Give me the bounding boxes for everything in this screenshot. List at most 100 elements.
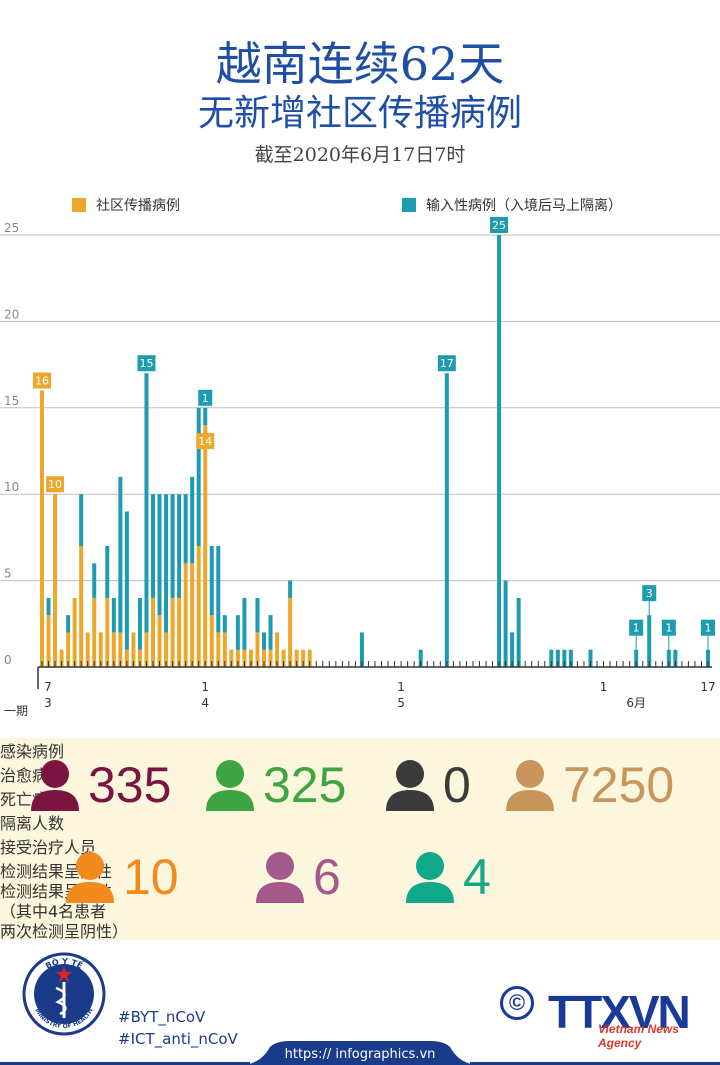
bar-imported: [203, 407, 208, 426]
bar-imported: [235, 615, 240, 650]
stat-negative-value: 4: [463, 849, 491, 905]
bar-community: [248, 649, 253, 667]
bar-community: [72, 597, 77, 667]
bar-community: [98, 632, 103, 667]
bar-community: [301, 649, 306, 667]
bar-imported: [555, 649, 560, 667]
bar-community: [288, 597, 293, 667]
bar-imported: [105, 546, 110, 598]
bar-community: [216, 632, 221, 667]
bar-community: [111, 632, 116, 667]
bar-community: [235, 649, 240, 667]
x-axis-corner-label: 一期: [4, 704, 28, 718]
bar-imported: [124, 511, 129, 650]
bar-community: [53, 494, 58, 667]
bar-community: [85, 632, 90, 667]
hashtags: #BYT_nCoV #ICT_anti_nCoV: [118, 1006, 238, 1050]
bar-community: [46, 615, 51, 667]
bar-imported: [510, 632, 515, 667]
bar-community: [40, 390, 44, 667]
bar-imported: [503, 580, 508, 667]
data-label-box: [701, 619, 715, 636]
data-label-box: [642, 585, 657, 602]
bar-community: [151, 597, 155, 667]
legend-community: 社区传播病例: [72, 195, 180, 215]
bar-community: [164, 632, 169, 667]
legend-community-swatch: [72, 198, 86, 212]
data-label: 1: [705, 622, 712, 635]
data-label-box: [137, 355, 156, 372]
stat-positive: 6: [255, 848, 341, 906]
bar-imported: [111, 597, 116, 633]
bar-imported: [183, 494, 188, 564]
bar-community: [275, 632, 280, 667]
ttxvn-logo: TTXVN: [548, 986, 691, 1038]
data-label: 1: [665, 622, 672, 635]
hashtag-byt[interactable]: #BYT_nCoV: [118, 1008, 206, 1026]
data-label-box: [46, 476, 65, 493]
hashtag-ict[interactable]: #ICT_anti_nCoV: [118, 1030, 238, 1048]
x-tick-label: 5: [397, 696, 405, 710]
bar-community: [262, 649, 266, 667]
data-label-box: [490, 217, 509, 233]
stat-deaths: 0: [385, 756, 471, 814]
bar-community: [177, 597, 182, 667]
copyright-icon: ©: [500, 986, 534, 1020]
x-tick-label: 17: [700, 680, 715, 694]
x-tick-label: 1: [600, 680, 608, 694]
logo-top-text: BỘ Y TẾ: [44, 956, 86, 971]
x-tick-label: 6月: [626, 696, 646, 710]
bar-imported: [444, 373, 449, 667]
bar-imported: [666, 649, 671, 667]
bar-imported: [288, 580, 293, 598]
data-label-box: [437, 355, 456, 372]
bar-community: [92, 597, 97, 667]
legend-imported-swatch: [402, 198, 416, 212]
person-icon: [66, 852, 114, 903]
bar-imported: [418, 649, 423, 667]
bar-imported: [151, 494, 155, 598]
bar-community: [268, 649, 273, 667]
bar-imported: [588, 649, 593, 667]
title-line-1: 越南连续62天: [215, 37, 505, 91]
y-tick-label: 5: [4, 567, 12, 581]
bar-imported: [164, 494, 169, 633]
y-tick-label: 0: [4, 653, 12, 667]
bar-community: [294, 649, 299, 667]
data-label: 1: [202, 392, 209, 405]
bar-imported: [549, 649, 554, 667]
bar-imported: [634, 649, 639, 667]
bar-imported: [118, 476, 123, 633]
bar-community: [183, 563, 188, 667]
bar-imported: [92, 563, 97, 598]
bar-community: [118, 632, 123, 667]
data-label: 15: [139, 357, 153, 370]
bar-community: [209, 615, 214, 667]
bar-community: [66, 632, 71, 667]
url-text[interactable]: https:// infographics.vn: [285, 1047, 436, 1062]
ttxvn-subtitle: Vietnam News Agency: [598, 1022, 679, 1050]
bar-imported: [359, 632, 364, 667]
bar-imported: [46, 597, 51, 616]
data-label: 10: [48, 478, 62, 491]
bar-imported: [79, 494, 84, 547]
bar-community: [307, 649, 312, 667]
bar-community: [137, 649, 142, 667]
x-tick-label: 4: [201, 696, 209, 710]
stat-quarantined-label: 隔离人数: [0, 814, 65, 833]
bar-community: [157, 615, 162, 667]
data-label-box: [629, 619, 644, 636]
bar-imported: [568, 649, 573, 667]
person-icon: [256, 852, 304, 903]
stats-panel: 335 感染病例 325 治愈病例 0 死亡病例 7250 隔离人数 10 接受…: [0, 738, 720, 941]
legend-imported-label: 输入性病例（入境后马上隔离）: [426, 198, 622, 214]
stat-recovered-value: 325: [263, 757, 347, 813]
bar-imported: [222, 615, 227, 633]
bar-community: [255, 632, 260, 667]
svg-text:BỘ Y TẾ: BỘ Y TẾ: [44, 956, 86, 971]
legend-imported: 输入性病例（入境后马上隔离）: [402, 195, 622, 215]
stat-treating-value: 10: [123, 849, 179, 905]
stat-infected-label: 感染病例: [0, 742, 65, 761]
legend-community-label: 社区传播病例: [96, 198, 180, 214]
stat-quarantined: 7250: [505, 756, 674, 814]
